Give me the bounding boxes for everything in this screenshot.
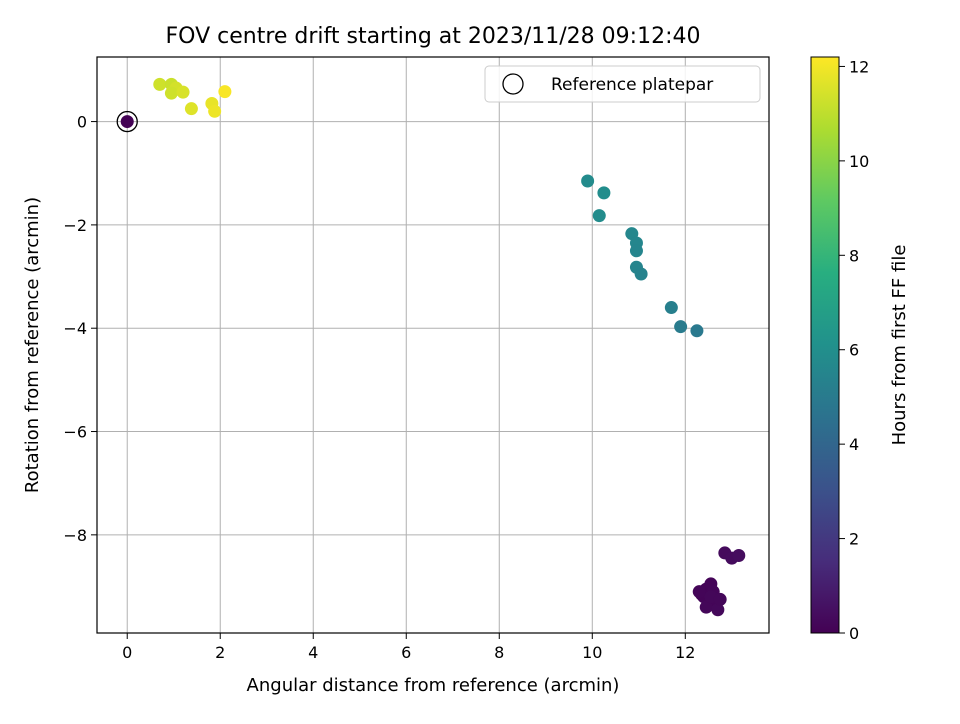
- drift-point: [153, 77, 167, 91]
- legend-entry-reference: Reference platepar: [551, 75, 713, 95]
- colorbar-label: Hours from first FF file: [889, 245, 910, 446]
- drift-point: [690, 324, 704, 338]
- drift-point: [597, 186, 611, 200]
- colorbar-tick-label: 10: [849, 152, 869, 171]
- chart-title: FOV centre drift starting at 2023/11/28 …: [166, 24, 701, 49]
- drift-point: [208, 104, 222, 118]
- colorbar-gradient: [810, 56, 840, 634]
- drift-point: [674, 320, 688, 334]
- legend-reference-marker-icon: [502, 73, 524, 95]
- x-axis-label: Angular distance from reference (arcmin): [247, 675, 620, 696]
- colorbar-tick-label: 8: [849, 246, 859, 265]
- colorbar-tick-label: 6: [849, 341, 859, 360]
- plot-frame: [96, 56, 770, 634]
- drift-point: [581, 174, 595, 188]
- colorbar-tick-label: 0: [849, 624, 859, 643]
- x-tick-label: 2: [215, 643, 225, 662]
- drift-point: [592, 209, 606, 223]
- x-tick-label: 4: [308, 643, 318, 662]
- y-tick-label: −8: [63, 526, 87, 545]
- x-axis-ticks: 0 2 4 6 8 10 12: [122, 633, 695, 662]
- y-tick-label: 0: [77, 113, 87, 132]
- y-axis-ticks: 0 −2 −4 −6 −8: [63, 113, 97, 545]
- y-tick-label: −4: [63, 319, 87, 338]
- y-tick-label: −2: [63, 216, 87, 235]
- drift-point: [692, 585, 706, 599]
- scatter-points: [116, 77, 746, 617]
- drift-point: [176, 85, 190, 99]
- y-tick-label: −6: [63, 423, 87, 442]
- x-tick-label: 0: [122, 643, 132, 662]
- y-axis-label: Rotation from reference (arcmin): [22, 197, 43, 493]
- drift-point: [699, 600, 713, 614]
- colorbar-tick-label: 12: [849, 57, 869, 76]
- legend: Reference platepar: [484, 65, 761, 103]
- drift-point: [184, 102, 198, 116]
- drift-point: [218, 85, 232, 99]
- drift-point: [664, 301, 678, 315]
- grid-lines: [97, 57, 769, 633]
- drift-point: [164, 86, 178, 100]
- drift-point: [629, 244, 643, 258]
- colorbar-ticks: 0 2 4 6 8 10 12: [839, 57, 869, 643]
- colorbar-tick-label: 4: [849, 435, 859, 454]
- reference-platepar-marker: [116, 110, 138, 133]
- legend-box: [484, 65, 761, 103]
- reference-drift-point: [120, 115, 134, 129]
- drift-point: [732, 549, 746, 563]
- x-tick-label: 12: [675, 643, 695, 662]
- x-tick-label: 10: [582, 643, 602, 662]
- colorbar: 0 2 4 6 8 10 12 Hours from first FF file: [810, 56, 910, 643]
- drift-point: [634, 267, 648, 281]
- drift-point: [713, 592, 727, 606]
- drift-point: [711, 603, 725, 617]
- x-tick-label: 8: [494, 643, 504, 662]
- colorbar-tick-label: 2: [849, 530, 859, 549]
- x-tick-label: 6: [401, 643, 411, 662]
